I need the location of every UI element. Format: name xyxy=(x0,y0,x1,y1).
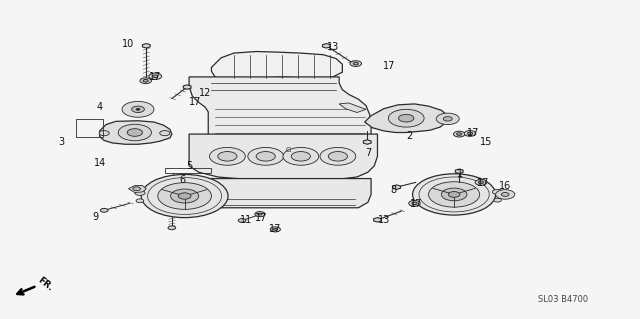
Text: 16: 16 xyxy=(499,182,511,191)
Text: 4: 4 xyxy=(97,102,103,112)
Circle shape xyxy=(328,152,348,161)
Text: 17: 17 xyxy=(467,128,479,137)
Circle shape xyxy=(133,187,141,191)
Polygon shape xyxy=(189,77,371,169)
Polygon shape xyxy=(129,186,147,193)
Circle shape xyxy=(99,130,109,136)
Polygon shape xyxy=(365,104,448,132)
Polygon shape xyxy=(393,185,401,189)
Text: 9: 9 xyxy=(92,212,99,222)
Circle shape xyxy=(409,200,420,206)
Text: 2: 2 xyxy=(406,131,413,141)
Circle shape xyxy=(136,199,144,203)
Text: 17: 17 xyxy=(383,61,395,71)
Circle shape xyxy=(140,78,152,84)
Polygon shape xyxy=(100,121,172,144)
Circle shape xyxy=(122,101,154,117)
Polygon shape xyxy=(198,179,371,208)
Circle shape xyxy=(273,228,277,230)
Circle shape xyxy=(256,152,275,161)
Polygon shape xyxy=(143,44,150,48)
Circle shape xyxy=(442,188,467,201)
Text: 11: 11 xyxy=(241,215,253,225)
Circle shape xyxy=(436,113,460,124)
Circle shape xyxy=(135,190,145,196)
Text: 12: 12 xyxy=(199,88,211,98)
Circle shape xyxy=(258,213,262,215)
Circle shape xyxy=(399,115,414,122)
Text: 17: 17 xyxy=(269,224,282,234)
Circle shape xyxy=(168,226,175,230)
Text: 17: 17 xyxy=(410,199,422,209)
Circle shape xyxy=(100,208,108,212)
Circle shape xyxy=(209,147,245,165)
Circle shape xyxy=(495,190,515,199)
Text: SL03 B4700: SL03 B4700 xyxy=(538,295,588,304)
Text: 7: 7 xyxy=(365,148,371,158)
Text: 6: 6 xyxy=(180,175,186,185)
Circle shape xyxy=(353,62,358,65)
Circle shape xyxy=(444,117,452,121)
Circle shape xyxy=(153,75,158,78)
Circle shape xyxy=(465,130,476,136)
Text: 17: 17 xyxy=(477,178,489,188)
Text: 8: 8 xyxy=(390,185,397,195)
Circle shape xyxy=(158,183,211,209)
Circle shape xyxy=(248,147,284,165)
Polygon shape xyxy=(211,51,342,82)
Circle shape xyxy=(136,108,140,110)
Text: FR.: FR. xyxy=(36,276,54,293)
Circle shape xyxy=(429,182,479,207)
Circle shape xyxy=(388,109,424,127)
Circle shape xyxy=(475,180,486,185)
Polygon shape xyxy=(364,140,371,144)
Polygon shape xyxy=(183,85,191,89)
Text: 17: 17 xyxy=(255,213,268,223)
Circle shape xyxy=(412,202,417,204)
Circle shape xyxy=(118,124,152,141)
Circle shape xyxy=(160,130,170,136)
Circle shape xyxy=(493,198,501,202)
Circle shape xyxy=(478,181,483,184)
Circle shape xyxy=(350,61,362,66)
Polygon shape xyxy=(374,218,381,222)
Text: 13: 13 xyxy=(326,42,339,52)
Circle shape xyxy=(171,189,198,203)
Circle shape xyxy=(467,132,472,135)
Circle shape xyxy=(283,147,319,165)
Text: 10: 10 xyxy=(122,39,134,48)
Polygon shape xyxy=(339,103,366,113)
Circle shape xyxy=(218,152,237,161)
Polygon shape xyxy=(455,169,463,174)
Text: 13: 13 xyxy=(378,215,390,225)
Polygon shape xyxy=(323,44,330,48)
Circle shape xyxy=(143,79,148,82)
Circle shape xyxy=(291,152,310,161)
Text: 17: 17 xyxy=(189,97,202,107)
Text: G: G xyxy=(285,147,291,153)
Circle shape xyxy=(178,193,191,199)
Polygon shape xyxy=(189,134,378,179)
Circle shape xyxy=(413,174,495,215)
Circle shape xyxy=(449,192,460,197)
Text: 15: 15 xyxy=(480,137,492,147)
Circle shape xyxy=(132,106,145,113)
Circle shape xyxy=(141,174,228,218)
Circle shape xyxy=(501,193,509,196)
Text: 17: 17 xyxy=(149,72,161,82)
Circle shape xyxy=(127,129,143,136)
Circle shape xyxy=(320,147,356,165)
Text: 1: 1 xyxy=(458,169,463,179)
Text: 3: 3 xyxy=(58,137,65,147)
Circle shape xyxy=(454,131,465,137)
Text: 5: 5 xyxy=(186,161,192,171)
Circle shape xyxy=(238,219,246,222)
Text: 14: 14 xyxy=(93,158,106,168)
Circle shape xyxy=(492,189,502,195)
Circle shape xyxy=(255,211,265,217)
Circle shape xyxy=(270,227,280,232)
Circle shape xyxy=(149,73,162,79)
Circle shape xyxy=(457,133,462,135)
